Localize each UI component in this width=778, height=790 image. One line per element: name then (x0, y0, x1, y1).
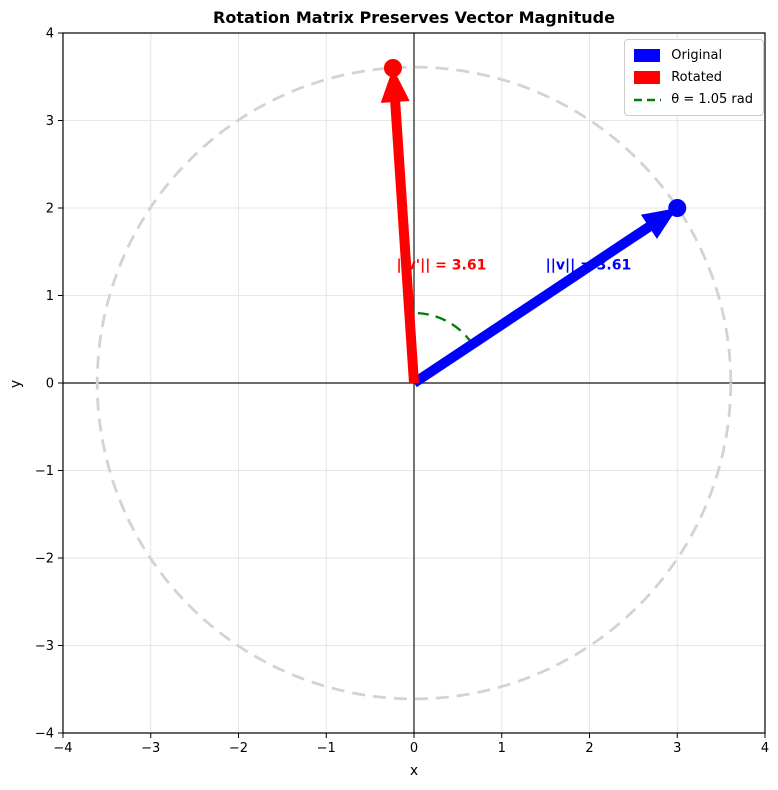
y-tick-label: −4 (35, 727, 54, 742)
legend: Original Rotated θ = 1.05 rad (624, 39, 764, 116)
y-tick-label: 0 (46, 377, 54, 392)
legend-entry: Rotated (634, 68, 753, 87)
x-tick-label: −4 (53, 741, 72, 756)
vector-tip-marker-original (668, 199, 687, 217)
x-tick-label: −3 (141, 741, 160, 756)
legend-color-patch (634, 71, 661, 84)
angle-arc (409, 311, 474, 345)
vector-shaft-original (411, 220, 655, 388)
legend-dashed-line-icon (634, 97, 662, 103)
x-tick-label: 1 (498, 741, 506, 756)
y-tick-label: 3 (46, 114, 54, 129)
legend-patch-icon (634, 71, 661, 84)
y-tick-label: 1 (46, 289, 54, 304)
legend-label: Rotated (671, 70, 723, 85)
y-tick-label: −1 (35, 464, 54, 479)
legend-label: Original (671, 48, 723, 63)
chart-title: Rotation Matrix Preserves Vector Magnitu… (213, 8, 615, 27)
legend-color-patch (634, 49, 661, 62)
y-tick-label: −2 (35, 552, 54, 567)
legend-entry: Original (634, 46, 753, 65)
legend-patch-icon (634, 49, 661, 62)
y-tick-label: −3 (35, 639, 54, 654)
y-tick-label: 2 (46, 202, 54, 217)
vector-annotation-original: ||v|| = 3.61 (546, 257, 632, 273)
x-tick-label: −2 (229, 741, 248, 756)
dashed-line-sample (634, 98, 662, 101)
legend-label: θ = 1.05 rad (671, 92, 753, 107)
y-axis-label: y (8, 379, 24, 389)
x-tick-label: 2 (585, 741, 593, 756)
vector-shaft-rotated (390, 98, 419, 384)
vector-annotation-rotated: ||v'|| = 3.61 (396, 257, 486, 273)
magnitude-circle (95, 65, 733, 701)
x-tick-label: 3 (673, 741, 681, 756)
vector-head-original (640, 208, 678, 239)
x-tick-label: −1 (317, 741, 336, 756)
x-axis-label: x (409, 763, 419, 779)
legend-entry: θ = 1.05 rad (634, 90, 753, 109)
y-tick-label: 4 (46, 27, 54, 42)
x-tick-label: 4 (761, 741, 769, 756)
vector-tip-marker-rotated (383, 59, 402, 77)
x-tick-label: 0 (410, 741, 418, 756)
vector-head-rotated (380, 68, 410, 103)
